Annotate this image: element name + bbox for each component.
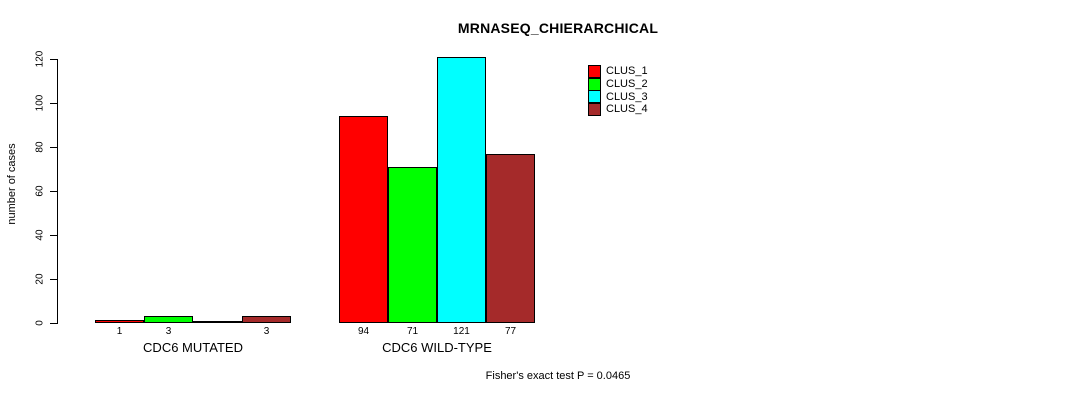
legend-label: CLUS_3 <box>606 90 648 103</box>
bar-value-label: 77 <box>504 326 517 337</box>
bar-value-label: 94 <box>357 326 370 337</box>
chart-title: MRNASEQ_CHIERARCHICAL <box>457 20 659 36</box>
y-axis-tick-label: 0 <box>34 320 46 326</box>
bar-clus_4-2 <box>486 154 535 323</box>
bar-value-label: 71 <box>406 326 419 337</box>
bar-clus_3-1-zero <box>193 321 242 323</box>
y-axis-tick <box>50 323 57 324</box>
legend-swatch-clus_3 <box>588 90 601 104</box>
y-axis-tick-label: 20 <box>34 273 46 285</box>
bar-clus_1-2 <box>339 116 388 323</box>
bar-value-label: 121 <box>453 326 470 337</box>
y-axis-tick-label: 80 <box>34 141 46 153</box>
bar-clus_3-2 <box>437 57 486 323</box>
y-axis-tick <box>50 147 57 148</box>
bar-value-label: 1 <box>116 326 123 337</box>
legend: CLUS_1 CLUS_2 CLUS_3 CLUS_4 <box>588 64 648 116</box>
legend-label: CLUS_4 <box>606 103 648 116</box>
bar-clus_2-2 <box>388 167 437 323</box>
y-axis-tick-label: 40 <box>34 229 46 241</box>
bar-clus_1-1 <box>95 320 144 323</box>
annotation-text: Fisher's exact test P = 0.0465 <box>485 370 631 382</box>
y-axis-tick <box>50 235 57 236</box>
bar-clus_4-1 <box>242 316 291 323</box>
y-axis-tick-label: 120 <box>34 50 46 68</box>
legend-label: CLUS_2 <box>606 78 648 91</box>
category-label: CDC6 MUTATED <box>143 340 243 355</box>
y-axis-tick <box>50 103 57 104</box>
y-axis-tick <box>50 279 57 280</box>
y-axis-tick <box>50 191 57 192</box>
legend-item-clus_1: CLUS_1 <box>588 64 648 78</box>
legend-swatch-clus_1 <box>588 64 601 78</box>
legend-item-clus_2: CLUS_2 <box>588 77 648 91</box>
y-axis-tick-label: 100 <box>34 94 46 112</box>
legend-swatch-clus_2 <box>588 77 601 91</box>
bar-clus_2-1 <box>144 316 193 323</box>
bar-value-label: 3 <box>165 326 172 337</box>
category-label: CDC6 WILD-TYPE <box>382 340 492 355</box>
legend-item-clus_3: CLUS_3 <box>588 90 648 104</box>
y-axis-tick <box>50 59 57 60</box>
y-axis-line <box>57 59 58 324</box>
y-axis-tick-label: 60 <box>34 185 46 197</box>
legend-item-clus_4: CLUS_4 <box>588 102 648 116</box>
legend-label: CLUS_1 <box>606 65 648 78</box>
legend-swatch-clus_4 <box>588 102 601 116</box>
bar-value-label: 3 <box>263 326 270 337</box>
